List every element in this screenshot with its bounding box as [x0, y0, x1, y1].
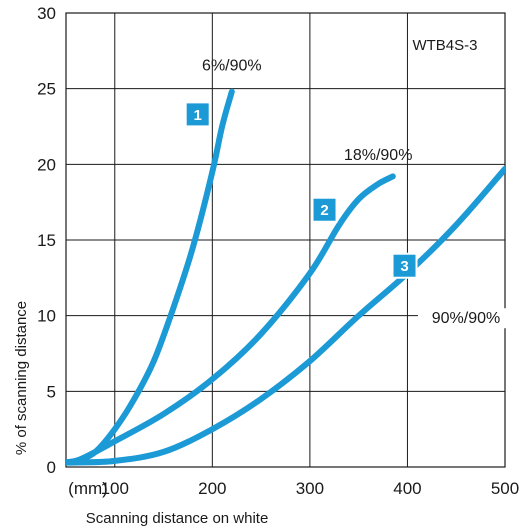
y-tick-label: 10: [37, 307, 56, 326]
y-tick-label: 25: [37, 80, 56, 99]
x-tick-label: 300: [296, 479, 324, 498]
x-tick-label: 200: [198, 479, 226, 498]
series-lines: [66, 88, 505, 466]
annotations: 6%/90% 1 18%/90% 2 90%/90% 3: [184, 58, 514, 329]
badge-number: 2: [320, 202, 328, 219]
series-badge: 1: [184, 101, 211, 128]
series-badge: 2: [311, 196, 338, 223]
series-line-2: [66, 173, 396, 466]
badge-box: [393, 254, 416, 277]
x-axis-label: Scanning distance on white: [86, 510, 269, 527]
series-line-1: [66, 88, 235, 466]
series-line-3: [66, 165, 505, 466]
x-unit-label: (mm): [68, 479, 108, 498]
y-tick-label: 15: [37, 231, 56, 250]
badge-number: 1: [194, 107, 202, 124]
series-badge: 3: [391, 252, 418, 279]
series-name-label: 18%/90%: [344, 147, 413, 164]
x-tick-label: 100: [101, 479, 129, 498]
badge-number: 3: [400, 258, 408, 275]
model-label: WTB4S-3: [412, 37, 477, 54]
series-name-label: 90%/90%: [432, 310, 501, 327]
tick-labels: 0 5 10 15 20 25 30 100 200 300 400 500: [37, 4, 519, 498]
series-name-label: 6%/90%: [202, 58, 262, 75]
y-tick-label: 0: [47, 458, 56, 477]
y-axis-label: % of scanning distance: [13, 301, 30, 455]
x-tick-label: 500: [491, 479, 519, 498]
badge-box: [313, 198, 336, 221]
badge-box: [186, 103, 209, 126]
label-backdrop: [417, 308, 514, 329]
y-tick-label: 30: [37, 4, 56, 23]
y-tick-label: 5: [47, 382, 56, 401]
grid: [65, 12, 506, 468]
x-tick-label: 400: [393, 479, 421, 498]
y-tick-label: 20: [37, 155, 56, 174]
